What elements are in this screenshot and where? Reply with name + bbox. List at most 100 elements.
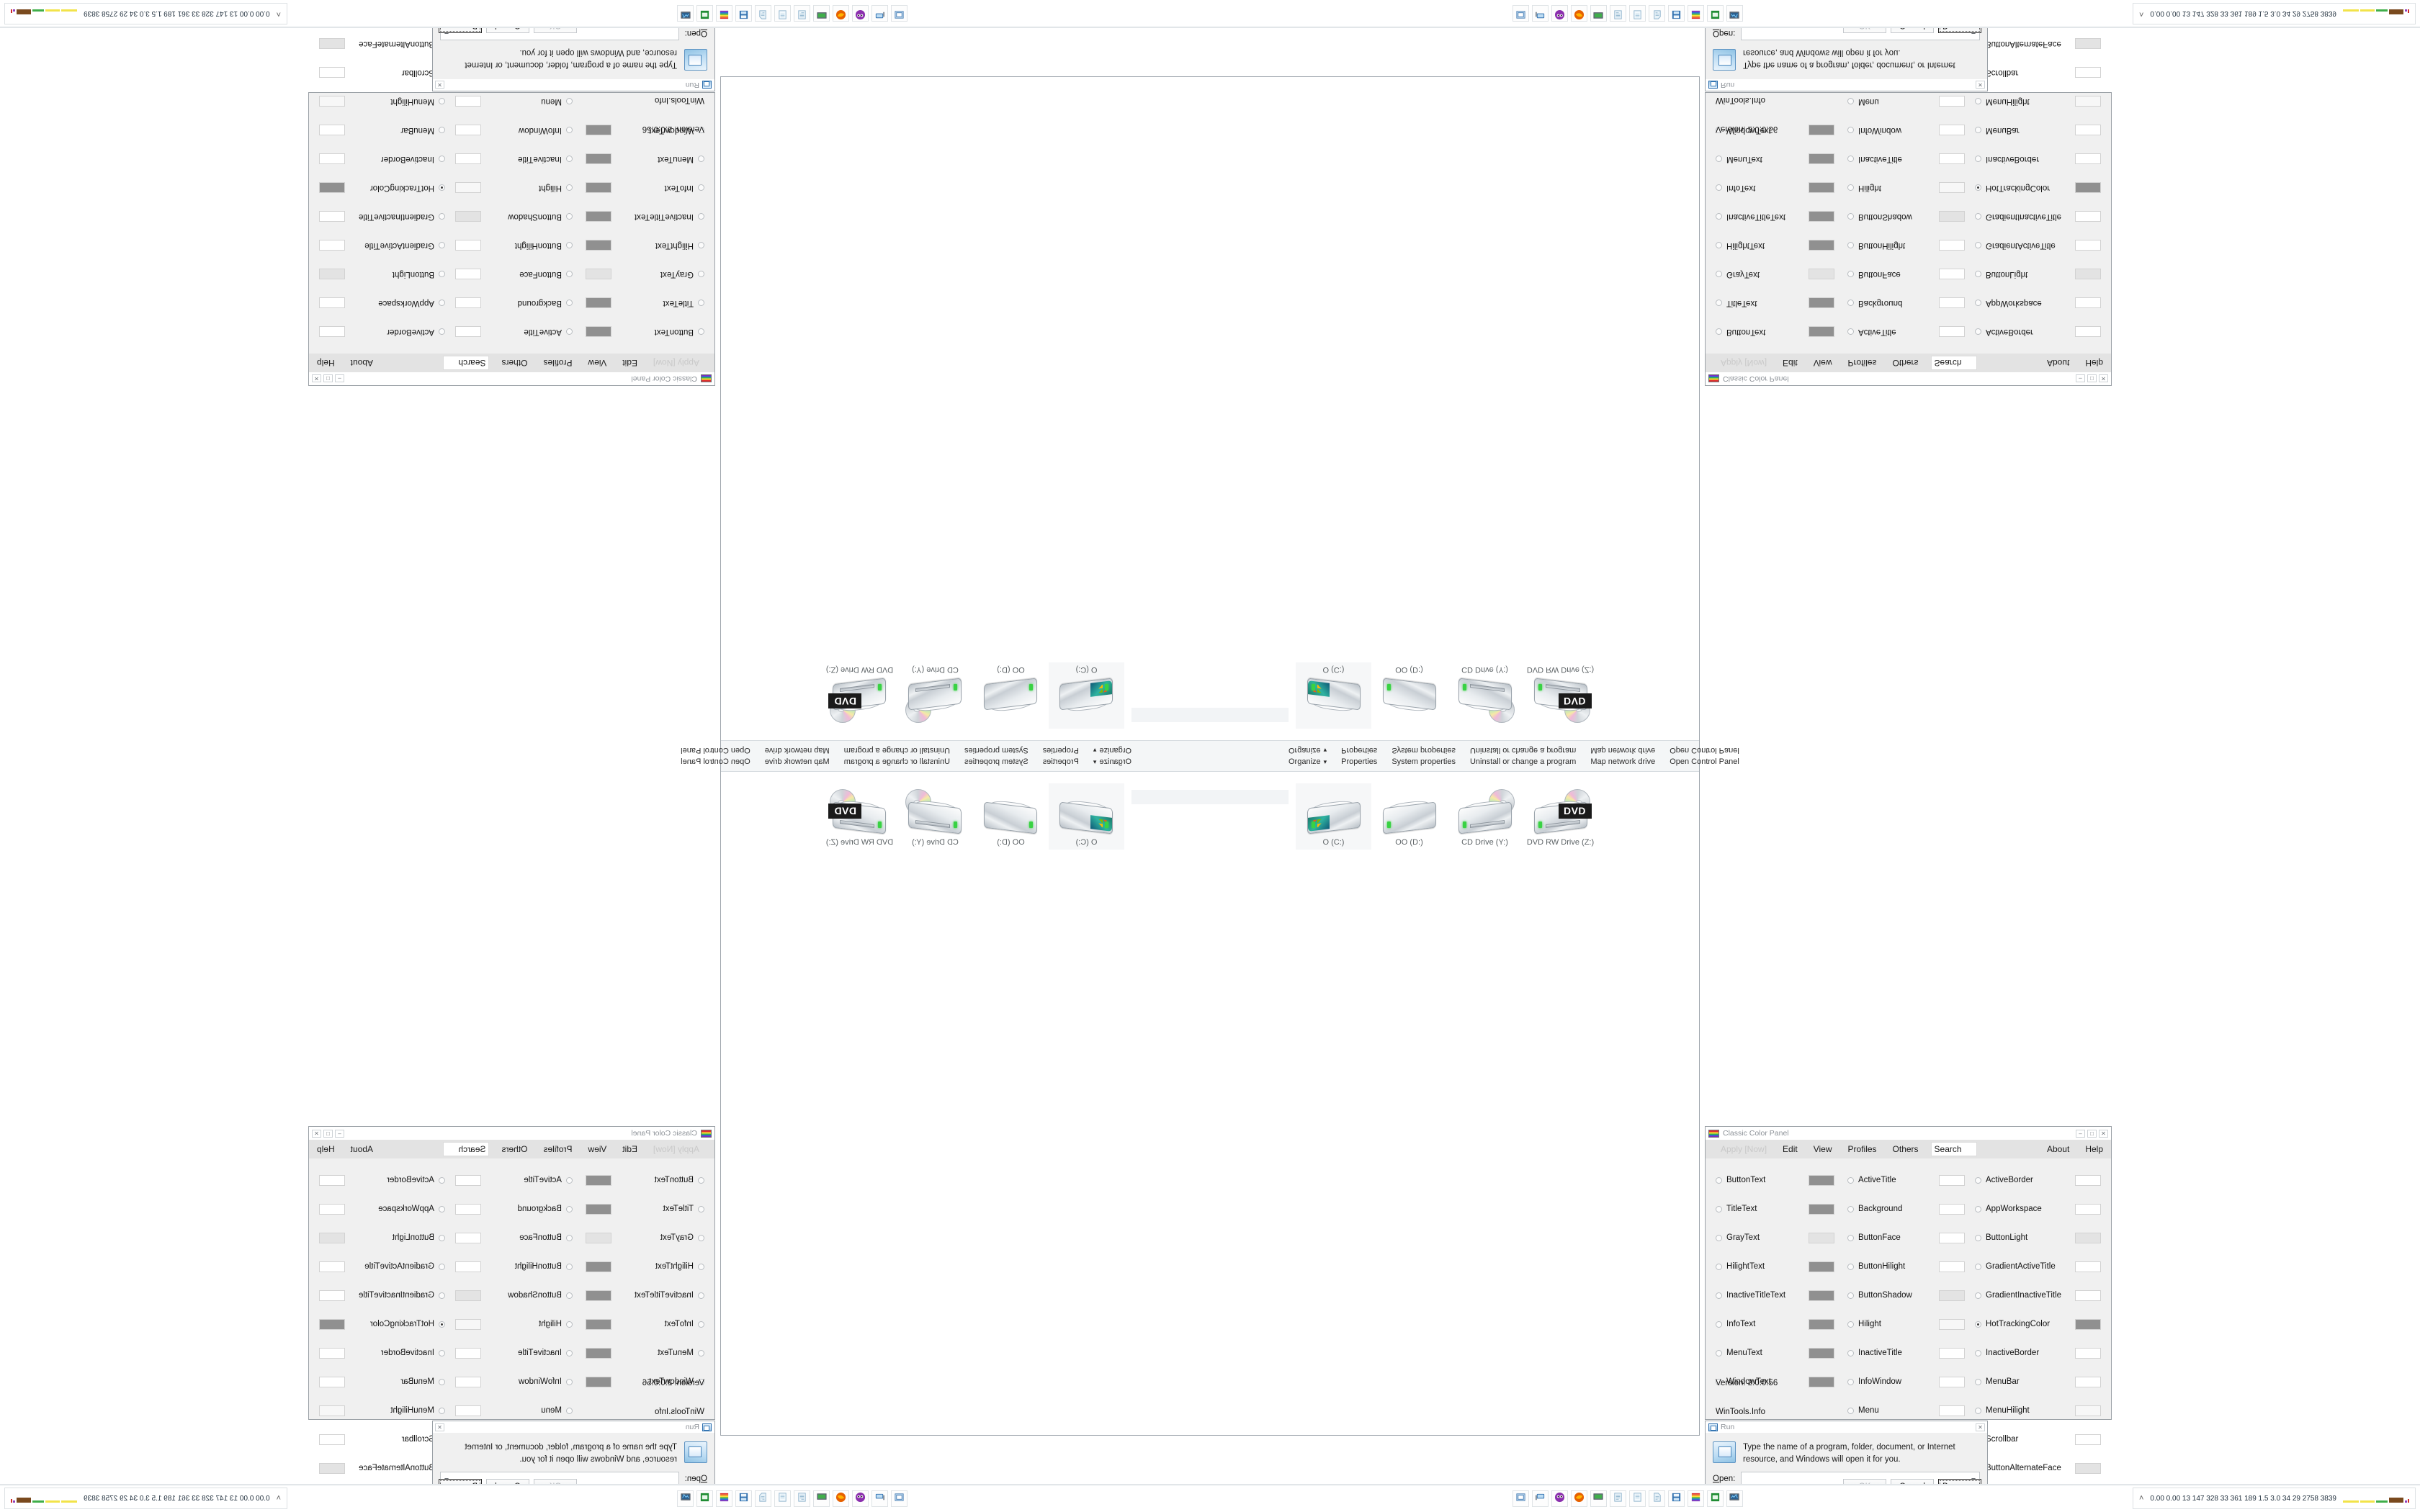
radio-buttontext[interactable] — [1716, 1176, 1722, 1184]
taskbar-button-run-window[interactable] — [891, 1490, 908, 1507]
color-row-buttonshadow[interactable]: ButtonShadow — [1847, 1281, 1965, 1310]
color-row-buttonalternateface[interactable]: ButtonAlternateFace — [1975, 30, 2101, 58]
radio-hilight[interactable] — [566, 184, 573, 192]
color-swatch-inactivetitle[interactable] — [455, 1347, 481, 1359]
ccp-menu-about[interactable]: About — [350, 358, 374, 368]
color-row-menu[interactable]: Menu — [1847, 87, 1965, 116]
radio-gradientinactivetitle[interactable] — [1975, 213, 1981, 220]
search-input[interactable]: Search — [443, 1142, 490, 1156]
radio-buttonface[interactable] — [566, 271, 573, 278]
color-swatch-buttonalternateface[interactable] — [319, 1462, 345, 1474]
color-swatch-buttontext[interactable] — [1809, 326, 1834, 338]
color-swatch-hottrackingcolor[interactable] — [319, 1318, 345, 1330]
color-row-activeborder[interactable]: ActiveBorder — [1975, 318, 2101, 346]
color-row-infotext[interactable]: InfoText — [1716, 174, 1834, 202]
tree-item-programs[interactable]: Programs — [1131, 526, 1210, 540]
radio-inactivetitletext[interactable] — [1716, 1292, 1722, 1299]
taskbar-button-classic-color-panel[interactable] — [1688, 1490, 1704, 1507]
color-row-scrollbar[interactable]: Scrollbar — [1975, 58, 2101, 87]
apply-now-button[interactable]: Apply [Now] — [1721, 1144, 1767, 1154]
taskbar-button-firefox-dev[interactable] — [852, 1490, 869, 1507]
color-row-buttontext[interactable]: ButtonText — [586, 1166, 704, 1194]
color-swatch-buttonlight[interactable] — [2075, 1232, 2101, 1243]
radio-hottrackingcolor[interactable] — [439, 1320, 445, 1328]
tree-item-o-c[interactable]: O (C:) — [1131, 804, 1210, 818]
color-row-graytext[interactable]: GrayText — [1716, 1223, 1834, 1252]
color-row-buttontext[interactable]: ButtonText — [1716, 1166, 1834, 1194]
color-swatch-windowtext[interactable] — [1809, 1376, 1834, 1387]
color-row-background[interactable]: Background — [455, 1194, 573, 1223]
color-swatch-buttontext[interactable] — [586, 1174, 611, 1186]
color-row-background[interactable]: Background — [1847, 289, 1965, 318]
color-row-activeborder[interactable]: ActiveBorder — [1975, 1166, 2101, 1194]
map-network-drive-button[interactable]: Map network drive — [1590, 746, 1656, 755]
tree-item-clock-language-and-region[interactable]: Clock, Language, and Region — [1131, 916, 1210, 930]
color-swatch-hilighttext[interactable] — [586, 1261, 611, 1272]
color-row-menuhilight[interactable]: MenuHilight — [319, 1396, 445, 1425]
tree-item-user-accounts-and-family-safety[interactable]: User Accounts and Family Safety — [1210, 498, 1289, 512]
system-properties-button[interactable]: System properties — [964, 746, 1028, 755]
tree-item-recycle-bin[interactable]: Recycle Bin — [1131, 485, 1210, 498]
radio-inactivetitle[interactable] — [566, 1349, 573, 1356]
tree-item-o-c[interactable]: O (C:) — [1210, 694, 1289, 708]
color-row-gradientactivetitle[interactable]: GradientActiveTitle — [319, 1252, 445, 1281]
color-row-buttonlight[interactable]: ButtonLight — [1975, 260, 2101, 289]
radio-menuhilight[interactable] — [1975, 1407, 1981, 1414]
radio-appworkspace[interactable] — [1975, 1205, 1981, 1212]
color-swatch-scrollbar[interactable] — [2075, 1434, 2101, 1445]
color-row-buttonlight[interactable]: ButtonLight — [319, 260, 445, 289]
radio-activeborder[interactable] — [1975, 328, 1981, 336]
color-row-titletext[interactable]: TitleText — [1716, 289, 1834, 318]
open-control-panel-button[interactable]: Open Control Panel — [1670, 746, 1739, 755]
tree-item-ease-of-access[interactable]: Ease of Access — [1131, 930, 1210, 943]
radio-buttonface[interactable] — [566, 1234, 573, 1241]
color-row-menuhilight[interactable]: MenuHilight — [1975, 1396, 2101, 1425]
taskbar-button-remote-desktop[interactable] — [1590, 5, 1607, 22]
color-swatch-menubar[interactable] — [319, 125, 345, 136]
taskbar-button-notepad2[interactable] — [1629, 1490, 1646, 1507]
taskbar-button-firefox[interactable] — [833, 5, 849, 22]
tree-item-network[interactable]: Network — [1131, 638, 1210, 652]
taskbar-button-notepad2[interactable] — [774, 1490, 791, 1507]
color-row-buttonshadow[interactable]: ButtonShadow — [1847, 202, 1965, 231]
color-row-menutext[interactable]: MenuText — [1716, 1338, 1834, 1367]
radio-infowindow[interactable] — [1847, 127, 1854, 134]
taskbar-button-classic-color-panel[interactable] — [716, 1490, 732, 1507]
color-swatch-graytext[interactable] — [1809, 1232, 1834, 1243]
tree-item-user-accounts-and-family-safety[interactable]: User Accounts and Family Safety — [1131, 999, 1210, 1013]
drive-item-oo-d[interactable]: OO (D:) — [973, 783, 1049, 850]
wintools-info-label[interactable]: WinTools.Info — [1716, 1408, 1766, 1416]
color-row-background[interactable]: Background — [455, 289, 573, 318]
ccp-menu-others[interactable]: Others — [1892, 1144, 1919, 1154]
taskbar-button-firefox[interactable] — [1571, 1490, 1587, 1507]
ccp-menu-about[interactable]: About — [350, 1144, 374, 1154]
radio-hilighttext[interactable] — [698, 1263, 704, 1270]
color-swatch-activeborder[interactable] — [2075, 1174, 2101, 1186]
taskbar-button-green-app[interactable] — [1707, 1490, 1724, 1507]
color-swatch-activetitle[interactable] — [455, 326, 481, 338]
radio-buttonshadow[interactable] — [566, 213, 573, 220]
tree-item-appearance-and-personalization[interactable]: Appearance and Personalization — [1210, 902, 1289, 916]
navigation-tree[interactable]: DesktopComputerO (C:)OO (D:)CD Drive (Y:… — [1210, 77, 1289, 740]
color-swatch-buttonlight[interactable] — [319, 269, 345, 280]
ccp-menu-profiles[interactable]: Profiles — [543, 1144, 573, 1154]
taskbar-button-run-window[interactable] — [1512, 1490, 1529, 1507]
tree-item-clock-language-and-region[interactable]: Clock, Language, and Region — [1131, 582, 1210, 596]
color-row-menubar[interactable]: MenuBar — [1975, 116, 2101, 145]
taskbar-button-computer[interactable] — [871, 1490, 888, 1507]
radio-hottrackingcolor[interactable] — [1975, 184, 1981, 192]
tree-item-all-control-panel-items[interactable]: All Control Panel Items — [1131, 888, 1210, 901]
color-row-hilight[interactable]: Hilight — [1847, 1310, 1965, 1338]
radio-menubar[interactable] — [439, 127, 445, 134]
tree-item-programs[interactable]: Programs — [1131, 971, 1210, 985]
radio-buttontext[interactable] — [698, 1176, 704, 1184]
radio-activeborder[interactable] — [1975, 1176, 1981, 1184]
color-swatch-appworkspace[interactable] — [319, 1203, 345, 1215]
radio-infowindow[interactable] — [1847, 1378, 1854, 1385]
taskbar-button-notepad[interactable] — [1610, 1490, 1626, 1507]
tree-item-computer[interactable]: Computer — [1131, 790, 1210, 804]
color-swatch-inactivetitletext[interactable] — [586, 1290, 611, 1301]
color-swatch-buttontext[interactable] — [1809, 1174, 1834, 1186]
color-swatch-hilighttext[interactable] — [586, 240, 611, 251]
close-button[interactable]: ✕ — [312, 1129, 321, 1138]
